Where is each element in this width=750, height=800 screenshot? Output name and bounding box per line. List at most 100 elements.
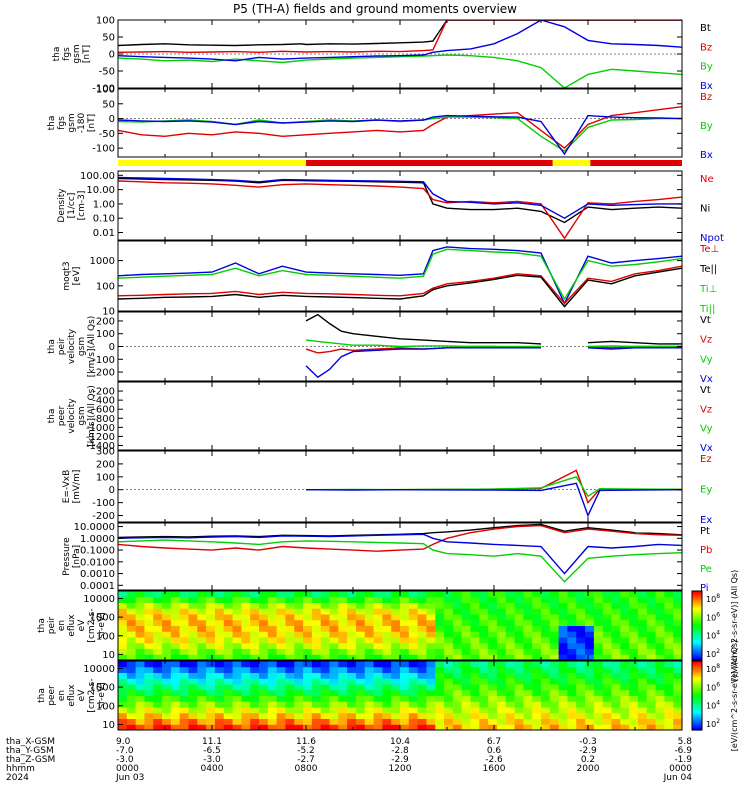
spectrogram-cell xyxy=(294,724,304,731)
spectrogram-cell xyxy=(417,619,427,626)
spectrogram-cell xyxy=(241,678,251,685)
spectrogram-cell xyxy=(417,724,427,731)
ylabel-line: [nT] xyxy=(82,45,92,63)
spectrogram-cell xyxy=(144,701,154,708)
spectrogram-cell xyxy=(435,637,445,644)
spectrogram-cell xyxy=(347,718,357,725)
spectrogram-cell xyxy=(435,724,445,731)
spectrogram-cell xyxy=(118,712,128,719)
spectrogram-cell xyxy=(135,707,145,714)
spectrogram-cell xyxy=(673,625,683,632)
spectrogram-cell xyxy=(135,678,145,685)
colorbar xyxy=(691,660,703,731)
spectrogram-cell xyxy=(373,672,383,679)
spectrogram-cell xyxy=(452,701,463,708)
spectrogram-cell xyxy=(214,724,225,731)
spectrogram-cell xyxy=(162,654,172,661)
spectrogram-cell xyxy=(585,684,595,691)
spectrogram-cell xyxy=(259,707,269,714)
spectrogram-cell xyxy=(179,707,189,714)
colorbar-tick-label: 108 xyxy=(706,593,720,604)
spectrogram-cell xyxy=(417,672,427,679)
spectrogram-cell xyxy=(576,684,586,691)
spectrogram-cell xyxy=(259,718,269,725)
spectrogram-cell xyxy=(576,619,586,626)
spectrogram-cell xyxy=(241,684,251,691)
spectrogram-cell xyxy=(637,608,648,615)
spectrogram-cell xyxy=(241,712,251,719)
spectrogram-cell xyxy=(338,648,348,655)
spectrogram-cell xyxy=(611,654,621,661)
spectrogram-cell xyxy=(426,625,436,632)
spectrogram-cell xyxy=(311,701,322,708)
spectrogram-cell xyxy=(523,596,533,603)
spectrogram-cell xyxy=(408,631,419,638)
spectrogram-cell xyxy=(629,707,639,714)
colorbar-cell xyxy=(692,648,702,652)
spectrogram-cell xyxy=(267,602,278,609)
spectrogram-cell xyxy=(303,625,313,632)
spectrogram-cell xyxy=(241,695,251,702)
spectrogram-cell xyxy=(461,614,471,621)
spectrogram-cell xyxy=(329,712,339,719)
spectrogram-cell xyxy=(417,596,427,603)
spectrogram-cell xyxy=(593,642,604,649)
spectrogram-cell xyxy=(426,591,436,598)
spectrogram-cell xyxy=(408,666,419,673)
spectrogram-cell xyxy=(532,591,542,598)
spectrogram-cell xyxy=(664,642,674,649)
spectrogram-cell xyxy=(567,648,577,655)
spectrogram-cell xyxy=(629,654,639,661)
spectrogram-cell xyxy=(576,701,586,708)
spectrogram-cell xyxy=(320,684,330,691)
spectrogram-cell xyxy=(294,591,304,598)
spectrogram-cell xyxy=(496,718,507,725)
spectrogram-cell xyxy=(259,625,269,632)
spectrogram-cell xyxy=(470,642,480,649)
legend-Pb: Pb xyxy=(700,545,712,556)
panel-ylabel: thapeervelocitygsm[km/s](All Qs) xyxy=(47,385,97,447)
xaxis-tick-label: 6.7 xyxy=(487,737,501,747)
spectrogram-cell xyxy=(444,718,454,725)
spectrogram-cell xyxy=(505,596,516,603)
spectrogram-cell xyxy=(452,602,463,609)
spectrogram-cell xyxy=(593,666,604,673)
spectrogram-cell xyxy=(135,648,145,655)
spectrogram-cell xyxy=(153,661,163,668)
page-title: P5 (TH-A) fields and ground moments over… xyxy=(233,2,517,16)
spectrogram-cell xyxy=(285,596,295,603)
spectrogram-cell xyxy=(514,637,524,644)
spectrogram-cell xyxy=(391,678,401,685)
xaxis-row-label: hhmm xyxy=(6,764,35,774)
spectrogram-cell xyxy=(629,631,639,638)
spectrogram-cell xyxy=(637,642,648,649)
spectrogram-cell xyxy=(364,678,375,685)
spectrogram-cell xyxy=(364,591,375,598)
y-tick-label: 100.00 xyxy=(80,171,115,182)
spectrogram-cell xyxy=(135,602,145,609)
spectrogram-cell xyxy=(558,695,568,702)
spectrogram-cell xyxy=(311,724,322,731)
xaxis-tick-label: 1600 xyxy=(483,764,506,774)
spectrogram-cell xyxy=(523,648,533,655)
colorbar-frame xyxy=(691,590,703,661)
y-tick-label: 0.1000 xyxy=(80,546,115,557)
spectrogram-cell xyxy=(347,614,357,621)
spectrogram-cell xyxy=(488,596,498,603)
spectrogram-cell xyxy=(664,625,674,632)
spectrogram-cell xyxy=(435,707,445,714)
spectrogram-cell xyxy=(232,619,242,626)
spectrogram-cell xyxy=(417,666,427,673)
spectrogram-cell xyxy=(135,591,145,598)
spectrogram-cell xyxy=(470,591,480,598)
spectrogram-cell xyxy=(170,591,181,598)
ylabel-line: [cm2-s- xyxy=(87,678,97,712)
spectrogram-cell xyxy=(620,701,630,708)
spectrogram-cell xyxy=(364,654,375,661)
spectrogram-cell xyxy=(655,724,665,731)
spectrogram-cell xyxy=(479,608,489,615)
spectrogram-cell xyxy=(593,707,604,714)
spectrogram-cell xyxy=(558,701,568,708)
spectrogram-cell xyxy=(655,608,665,615)
spectrogram-cell xyxy=(620,614,630,621)
